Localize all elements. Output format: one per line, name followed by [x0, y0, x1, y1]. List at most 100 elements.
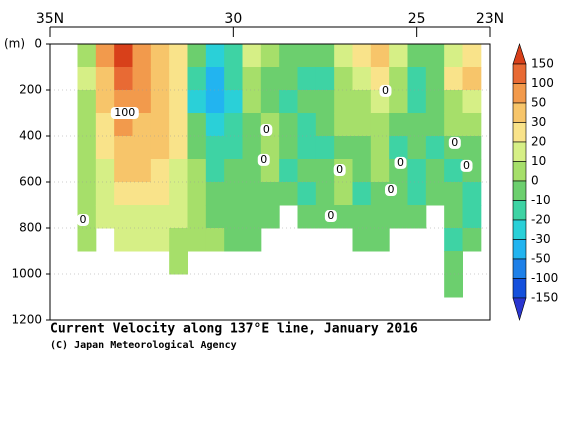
contour-label-bg	[257, 153, 270, 166]
colorbar-label: 20	[531, 135, 546, 149]
heat-cell	[95, 90, 115, 114]
heat-cell	[169, 67, 188, 91]
heat-cell	[407, 205, 427, 229]
heat-cell	[425, 159, 445, 183]
heat-cell	[315, 136, 335, 160]
y-tick-label: 1200	[11, 313, 42, 327]
heat-cell	[242, 228, 262, 252]
heat-cell	[150, 228, 170, 252]
contour-label: 0	[80, 213, 87, 226]
contour-label: 0	[260, 153, 267, 166]
heat-cell	[242, 136, 262, 160]
heat-cell	[352, 90, 372, 114]
heat-cell	[444, 251, 463, 275]
heat-cell	[297, 113, 317, 137]
heat-cell	[297, 67, 317, 91]
heat-cell	[260, 182, 280, 206]
contour-label-bg	[385, 184, 397, 197]
heat-cell	[462, 136, 482, 160]
heat-cell	[132, 205, 152, 229]
colorbar-box	[512, 63, 527, 84]
heat-cell	[370, 67, 390, 91]
heat-cell	[425, 113, 445, 137]
contour-label-bg	[448, 136, 461, 149]
heat-cell	[444, 90, 463, 114]
heat-cell	[150, 90, 170, 114]
colorbar-box	[512, 239, 527, 260]
heat-cell	[224, 182, 243, 206]
heat-cell	[444, 182, 463, 206]
heat-cell	[315, 44, 335, 68]
heat-cell	[114, 67, 133, 91]
heat-cell	[242, 113, 262, 137]
x-tick-label: 25	[408, 11, 426, 27]
colorbar-label: 50	[531, 96, 546, 110]
heat-cell	[260, 205, 280, 229]
heat-cell	[352, 44, 372, 68]
heat-cell	[315, 182, 335, 206]
heat-cell	[352, 205, 372, 229]
heat-cell	[352, 113, 372, 137]
heat-cell	[132, 159, 152, 183]
heat-cell	[370, 113, 390, 137]
heat-cell	[279, 90, 298, 114]
heat-cell	[187, 182, 207, 206]
heat-cell	[150, 205, 170, 229]
heat-cell	[242, 159, 262, 183]
heat-cell	[425, 182, 445, 206]
contour-label-bg	[394, 156, 407, 169]
heat-cell	[224, 67, 243, 91]
heat-cell	[389, 113, 408, 137]
chart-subtitle: (C) Japan Meteorological Agency	[50, 339, 237, 351]
heat-cell	[315, 159, 335, 183]
heat-cell	[334, 136, 353, 160]
heat-cell	[169, 113, 188, 137]
heat-cell	[407, 90, 427, 114]
heat-cell	[279, 113, 298, 137]
heat-cell	[187, 159, 207, 183]
heat-cell	[169, 251, 188, 275]
contour-label-bg	[333, 164, 346, 177]
heat-cell	[462, 44, 482, 68]
heat-cell	[260, 136, 280, 160]
heat-cell	[334, 67, 353, 91]
colorbar-label: 0	[531, 174, 539, 188]
heat-cell	[242, 67, 262, 91]
colorbar-label: -150	[531, 291, 558, 305]
heat-cell	[132, 67, 152, 91]
x-tick-label: 30	[224, 11, 242, 27]
heat-cell	[95, 113, 115, 137]
heat-cell	[444, 205, 463, 229]
heat-cell	[205, 228, 225, 252]
heat-cell	[260, 44, 280, 68]
heat-cell	[444, 274, 463, 298]
heat-cell	[260, 90, 280, 114]
colorbar-label: -20	[531, 213, 551, 227]
colorbar-box	[512, 219, 527, 240]
heat-cell	[407, 44, 427, 68]
heat-cell	[462, 90, 482, 114]
heat-cell	[77, 90, 97, 114]
heat-cell	[205, 159, 225, 183]
heat-cell	[187, 44, 207, 68]
heat-cell	[95, 159, 115, 183]
heat-cell	[407, 182, 427, 206]
heat-cell	[389, 205, 408, 229]
heat-cell	[150, 136, 170, 160]
heat-cell	[334, 205, 353, 229]
heat-cell	[297, 44, 317, 68]
heat-cell	[114, 136, 133, 160]
heat-cell	[95, 44, 115, 68]
heat-cell	[425, 90, 445, 114]
heat-cell	[242, 90, 262, 114]
heat-cell	[224, 90, 243, 114]
heat-cell	[389, 44, 408, 68]
heat-cell	[444, 228, 463, 252]
heat-cell	[444, 67, 463, 91]
contour-label-bg	[460, 159, 473, 172]
heat-cell	[462, 228, 482, 252]
heat-cell	[77, 67, 97, 91]
colorbar-box	[512, 83, 527, 104]
heat-cell	[132, 136, 152, 160]
